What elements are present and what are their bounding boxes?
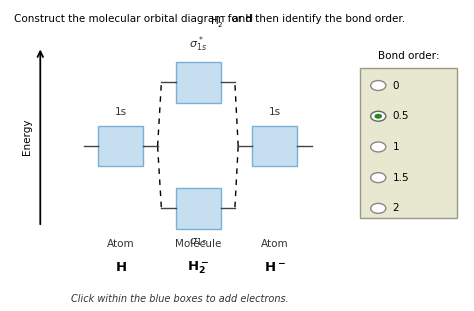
- Text: 1s: 1s: [115, 107, 127, 117]
- Circle shape: [371, 81, 386, 91]
- Bar: [175, 62, 220, 103]
- Text: 1: 1: [392, 142, 399, 152]
- Text: 2: 2: [392, 203, 399, 213]
- Text: and then identify the bond order.: and then identify the bond order.: [229, 14, 406, 24]
- Circle shape: [371, 142, 386, 152]
- Text: $\sigma^*_{1s}$: $\sigma^*_{1s}$: [189, 35, 207, 54]
- Text: Construct the molecular orbital diagram for H: Construct the molecular orbital diagram …: [14, 14, 253, 24]
- Text: Bond order:: Bond order:: [378, 51, 439, 61]
- Text: 0: 0: [392, 81, 399, 91]
- Text: Atom: Atom: [107, 239, 135, 249]
- Text: Atom: Atom: [261, 239, 289, 249]
- Circle shape: [374, 114, 382, 119]
- Text: Click within the blue boxes to add electrons.: Click within the blue boxes to add elect…: [71, 294, 289, 304]
- Text: $\mathbf{H}$: $\mathbf{H}$: [115, 261, 127, 274]
- Circle shape: [371, 173, 386, 183]
- Bar: [175, 188, 220, 229]
- Text: $\mathregular{H_2^-}$: $\mathregular{H_2^-}$: [210, 14, 227, 29]
- Text: $\mathbf{H^-}$: $\mathbf{H^-}$: [264, 261, 286, 274]
- Text: 1s: 1s: [269, 107, 281, 117]
- Text: Energy: Energy: [22, 118, 32, 155]
- Circle shape: [371, 111, 386, 121]
- Text: Molecule: Molecule: [175, 239, 221, 249]
- Bar: [360, 68, 457, 218]
- Bar: [252, 126, 298, 166]
- Text: 0.5: 0.5: [392, 111, 409, 121]
- Circle shape: [371, 203, 386, 213]
- Text: $\mathbf{H_2^-}$: $\mathbf{H_2^-}$: [187, 259, 209, 276]
- Text: 1.5: 1.5: [392, 173, 409, 183]
- Text: $\sigma_{1s}$: $\sigma_{1s}$: [189, 236, 207, 248]
- Bar: [99, 126, 143, 166]
